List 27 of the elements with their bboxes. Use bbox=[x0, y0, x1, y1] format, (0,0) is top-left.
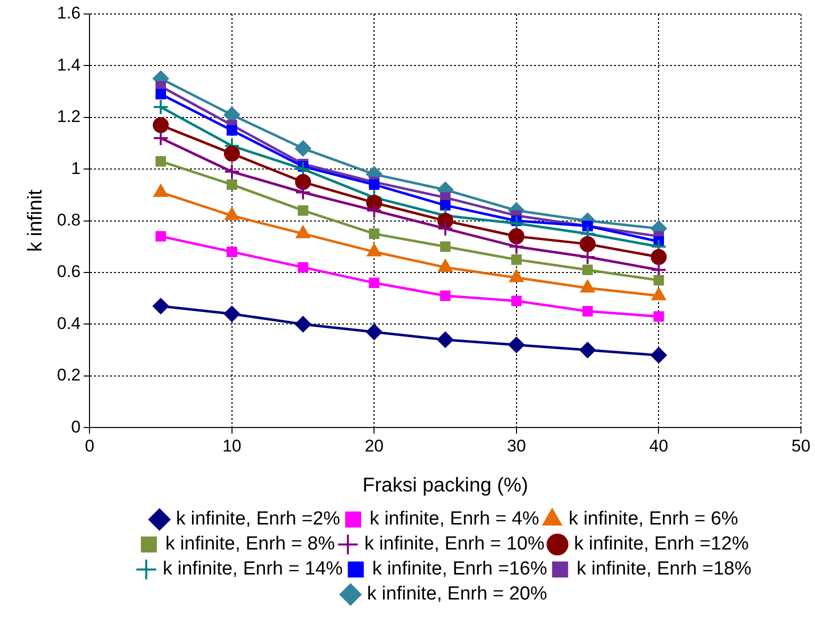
legend-label: k infinite, Enrh =12% bbox=[574, 534, 749, 555]
legend-label: k infinite, Enrh = 20% bbox=[367, 584, 548, 605]
y-tick-label: 0.2 bbox=[56, 366, 81, 385]
y-tick-label: 0.8 bbox=[56, 210, 81, 230]
y-tick-label: 0.6 bbox=[56, 262, 81, 282]
y-tick-label: 1.2 bbox=[56, 107, 81, 126]
y-tick-label: 1.6 bbox=[56, 4, 81, 23]
x-tick-label: 10 bbox=[222, 436, 242, 456]
x-tick-label: 30 bbox=[506, 436, 526, 456]
legend-label: k infinite, Enrh = 6% bbox=[568, 508, 738, 530]
y-tick-label: 1 bbox=[71, 158, 81, 178]
x-tick-label: 0 bbox=[84, 436, 94, 456]
y-tick-label: 0 bbox=[71, 417, 81, 436]
y-tick-label: 1.4 bbox=[56, 55, 81, 74]
y-axis-title: k infinit bbox=[24, 189, 47, 252]
legend-label: k infinite, Enrh =2% bbox=[176, 508, 340, 530]
x-tick-label: 20 bbox=[364, 436, 384, 456]
legend-label: k infinite, Enrh =16% bbox=[372, 558, 548, 580]
x-tick-label: 50 bbox=[792, 436, 810, 456]
legend-label: k infinite, Enrh = 8% bbox=[165, 534, 335, 555]
x-tick-label: 40 bbox=[649, 436, 668, 456]
legend-label: k infinite, Enrh = 14% bbox=[162, 558, 343, 580]
x-axis-title: Fraksi packing (%) bbox=[362, 474, 528, 497]
legend-label: k infinite, Enrh =18% bbox=[576, 558, 752, 580]
legend-label: k infinite, Enrh = 4% bbox=[370, 508, 540, 530]
legend-label: k infinite, Enrh = 10% bbox=[364, 534, 545, 555]
y-tick-label: 0.4 bbox=[56, 314, 81, 333]
